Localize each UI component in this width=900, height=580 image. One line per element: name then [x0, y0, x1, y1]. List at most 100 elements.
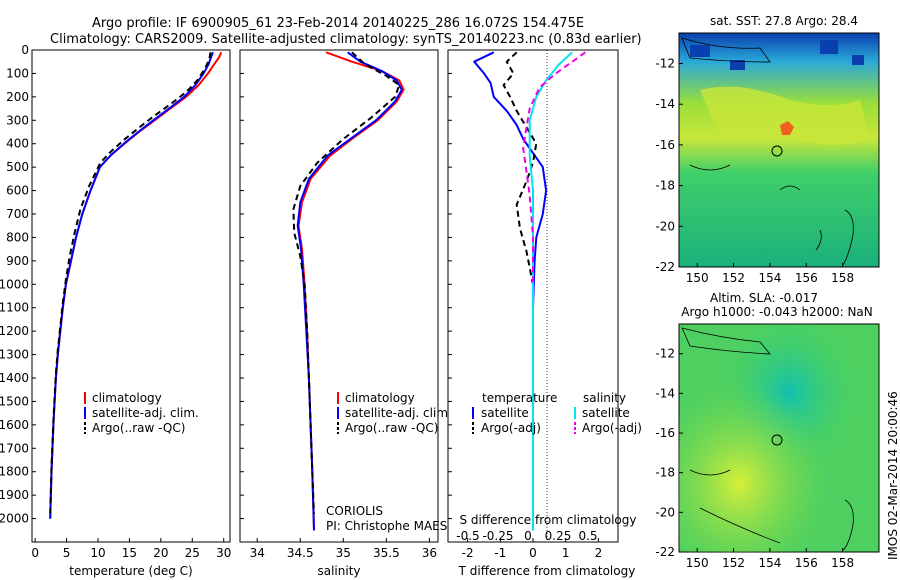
sst-map-field [678, 32, 880, 268]
y-tick-label: 400 [6, 137, 29, 151]
temperature-panel: 0100200300400500600700800900100011001200… [0, 43, 231, 578]
map-y-tick-label: -12 [655, 347, 675, 361]
x-tick-label: 30 [216, 546, 231, 560]
x-tick-label: -2 [462, 546, 474, 560]
legend-label-sal-argo: Argo(-adj) [582, 421, 642, 435]
x-tick-label: 15 [122, 546, 137, 560]
x-tick-label: 34.5 [287, 546, 314, 560]
map-x-tick-label: 152 [722, 271, 745, 285]
x-tick-label: 2 [595, 546, 603, 560]
y-tick-label: 500 [6, 160, 29, 174]
legend-title-salinity: salinity [583, 391, 626, 405]
sla-coastline [681, 327, 771, 355]
difference-xlabel: T difference from climatology [458, 564, 636, 578]
top-tick-label: 0.25 [545, 529, 572, 543]
x-tick-label: -1 [494, 546, 506, 560]
x-tick-label: 35.5 [373, 546, 400, 560]
legend-label-satellite: satellite-adj. clim. [345, 406, 452, 420]
footer-stamp: IMOS 02-Mar-2014 20:00:46 [886, 391, 900, 560]
temperature-legend: climatology satellite-adj. clim. Argo(..… [84, 391, 199, 435]
y-tick-label: 1500 [0, 394, 29, 408]
map-x-tick-label: 156 [795, 556, 818, 570]
sst-cold-patches [690, 40, 864, 70]
salinity-difference-ticks: -0.5 -0.25 0 0.25 0.5 [456, 529, 597, 543]
series-line-argo-raw-qc- [49, 52, 212, 514]
map-y-tick-label: -16 [655, 138, 675, 152]
top-tick-label: -0.25 [482, 529, 513, 543]
legend-label-satellite: satellite-adj. clim. [92, 406, 199, 420]
y-tick-label: 1400 [0, 371, 29, 385]
difference-series [473, 51, 586, 531]
sla-map-title-line2: Argo h1000: -0.043 h2000: NaN [681, 305, 873, 319]
difference-depth-ticks [448, 49, 452, 520]
map-x-tick-label: 158 [831, 271, 854, 285]
x-tick-label: 25 [185, 546, 200, 560]
salinity-axis-ticks: 34 34.5 35 35.5 36 [250, 538, 437, 560]
series-line-temperature-argo-adj- [502, 51, 538, 519]
sla-contours [689, 469, 854, 551]
map-y-tick-label: -16 [655, 426, 675, 440]
x-tick-label: 0 [31, 546, 39, 560]
map-x-tick-label: 154 [758, 271, 781, 285]
provider-label: CORIOLIS [326, 504, 383, 518]
x-tick-label: 20 [153, 546, 168, 560]
argo-position-marker [771, 145, 783, 157]
temperature-series [49, 51, 223, 519]
y-tick-label: 1000 [0, 277, 29, 291]
y-tick-label: 2000 [0, 512, 29, 526]
map-y-tick-label: -20 [655, 505, 675, 519]
depth-axis-ticks: 0 100 200 300 400 500 600 700 800 900 1000 1100 1200… [0, 43, 36, 526]
sst-hot-spot [780, 121, 794, 135]
map-y-tick-label: -18 [655, 466, 675, 480]
sst-map-title: sat. SST: 27.8 Argo: 28.4 [710, 14, 858, 28]
map-x-tick-label: 152 [722, 556, 745, 570]
y-tick-label: 200 [6, 90, 29, 104]
sst-map-panel: sat. SST: 27.8 Argo: 28.4 150 152 154 156 15… [655, 14, 880, 285]
x-tick-label: 36 [422, 546, 437, 560]
legend-label-temp-satellite: satellite [481, 406, 529, 420]
map-x-tick-label: 158 [831, 556, 854, 570]
legend-label-argo: Argo(..raw -QC) [345, 421, 438, 435]
difference-legend: temperature satellite Argo(-adj) salinit… [472, 391, 642, 435]
y-tick-label: 900 [6, 254, 29, 268]
sla-map-panel: Altim. SLA: -0.017 Argo h1000: -0.043 h2… [655, 291, 880, 570]
sla-argo-position-marker [771, 434, 783, 446]
y-tick-label: 100 [6, 66, 29, 80]
salinity-series [292, 51, 405, 531]
y-tick-label: 600 [6, 184, 29, 198]
y-tick-label: 300 [6, 113, 29, 127]
difference-panel: -2 -1 0 1 2 T difference from climatology S … [447, 49, 642, 578]
map-x-tick-label: 150 [686, 556, 709, 570]
x-tick-label: 1 [562, 546, 570, 560]
series-line-temperature-satellite [473, 51, 548, 531]
y-tick-label: 1300 [0, 348, 29, 362]
map-y-tick-label: -12 [655, 57, 675, 71]
top-tick-label: 0 [524, 529, 532, 543]
temperature-xlabel: temperature (deg C) [69, 564, 192, 578]
salinity-panel: 34 34.5 35 35.5 36 salinity climatology sate… [239, 49, 452, 578]
difference-axis-ticks: -2 -1 0 1 2 [462, 538, 603, 560]
y-tick-label: 1900 [0, 488, 29, 502]
y-tick-label: 800 [6, 230, 29, 244]
y-tick-label: 1100 [0, 301, 29, 315]
map-y-tick-label: -18 [655, 179, 675, 193]
map-y-tick-label: -14 [655, 386, 675, 400]
pi-label: PI: Christophe MAES [326, 519, 447, 533]
map-x-tick-label: 150 [686, 271, 709, 285]
map-y-tick-label: -22 [655, 260, 675, 274]
sla-map-title-line1: Altim. SLA: -0.017 [710, 291, 818, 305]
salinity-frame [239, 49, 439, 543]
header-line1: Argo profile: IF 6900905_61 23-Feb-2014 … [92, 16, 584, 31]
series-line-salinity-satellite [528, 51, 573, 531]
sst-warm-patch [700, 86, 870, 145]
x-tick-label: 34 [250, 546, 265, 560]
legend-label-argo: Argo(..raw -QC) [92, 421, 185, 435]
legend-title-temperature: temperature [482, 391, 557, 405]
legend-label-temp-argo: Argo(-adj) [481, 421, 541, 435]
legend-label-sal-satellite: satellite [582, 406, 630, 420]
sla-yellow-region [679, 324, 879, 552]
y-tick-label: 1800 [0, 465, 29, 479]
map-x-tick-label: 156 [795, 271, 818, 285]
legend-label-climatology: climatology [345, 391, 415, 405]
